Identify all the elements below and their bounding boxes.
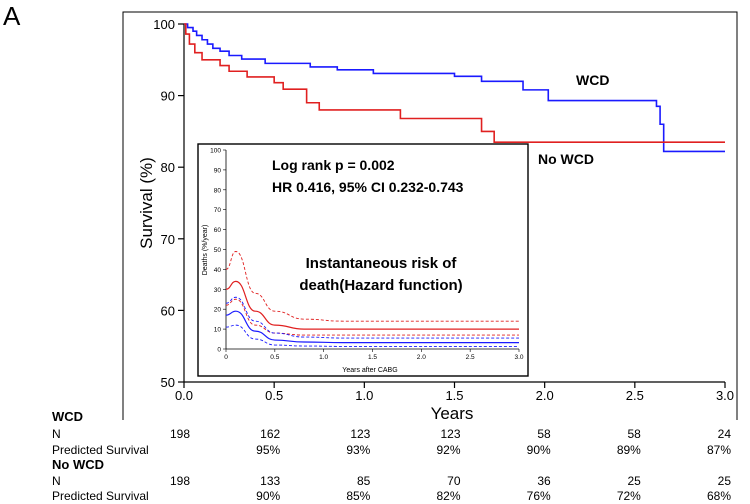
ps-value: 90%	[256, 489, 281, 503]
n-value: 133	[260, 474, 281, 488]
x-axis-label: Years	[431, 404, 474, 420]
plot-frame	[122, 11, 738, 420]
inset-x-tick-label: 1.5	[368, 354, 377, 361]
series-line-wcd	[184, 23, 725, 153]
n-value: 24	[717, 427, 731, 441]
n-value: 85	[356, 474, 371, 488]
inset-x-tick-label: 2.0	[417, 354, 426, 361]
n-value: 25	[717, 474, 731, 488]
inset-y-tick-label: 50	[214, 247, 222, 254]
inset-box	[197, 143, 529, 377]
y-tick-label: 70	[161, 232, 175, 247]
x-tick-label: 2.5	[626, 388, 644, 403]
n-label-nowcd: N	[52, 474, 61, 488]
x-tick-label: 0.5	[265, 388, 283, 403]
panel-label: A	[3, 1, 21, 31]
x-tick-label: 2.0	[536, 388, 554, 403]
hazard-line-1: Instantaneous risk of	[306, 255, 458, 272]
inset-line-wcd	[225, 310, 519, 344]
x-tick-label: 1.5	[445, 388, 463, 403]
n-value: 25	[627, 474, 641, 488]
hazard-line-2: death(Hazard function)	[299, 277, 462, 294]
n-value: 123	[440, 427, 461, 441]
inset-axes: 0 10 20 30 40 50 60 70 80 90 100 0 0.5 1.0 1.5 2.0 2.5 3.…	[210, 148, 524, 362]
ps-value: 87%	[706, 443, 731, 457]
inset-y-label: Deaths (%/year)	[202, 225, 209, 276]
ps-value: 76%	[526, 489, 551, 503]
legend-label-nowcd: No WCD	[538, 151, 594, 167]
stats-line-1: Log rank p = 0.002	[272, 157, 395, 173]
n-label-wcd: N	[52, 427, 61, 441]
inset-y-tick-label: 30	[214, 287, 222, 294]
inset-y-tick-label: 40	[214, 267, 222, 274]
x-tick-label: 1.0	[355, 388, 373, 403]
ps-value: 68%	[706, 489, 731, 503]
inset-y-tick-label: 70	[214, 207, 222, 214]
inset-y-tick-label: 90	[214, 167, 222, 174]
inset-series	[225, 251, 519, 347]
inset-x-tick-label: 1.0	[319, 354, 328, 361]
n-value: 198	[169, 427, 190, 441]
ps-value: 90%	[526, 443, 551, 457]
y-tick-label: 80	[161, 160, 175, 175]
y-tick-label: 50	[161, 375, 175, 390]
group-label-wcd: WCD	[52, 409, 84, 424]
ps-value: 92%	[436, 443, 461, 457]
y-tick-label: 100	[153, 17, 175, 32]
x-ticks: 0.0 0.5 1.0 1.5 2.0 2.5 3.0	[175, 382, 734, 403]
legend-label-wcd: WCD	[576, 72, 609, 88]
n-value: 70	[447, 474, 461, 488]
n-value: 36	[537, 474, 551, 488]
n-value: 58	[537, 427, 551, 441]
inset-line-no-wcd-upper	[225, 251, 519, 322]
inset-y-tick-label: 80	[214, 187, 222, 194]
ps-value: 82%	[436, 489, 461, 503]
ps-value: 85%	[346, 489, 371, 503]
series-line-no-wcd	[184, 23, 725, 143]
n-value: 162	[260, 427, 281, 441]
inset-y-tick-label: 100	[210, 148, 221, 155]
x-tick-label: 0.0	[175, 388, 193, 403]
x-tick-label: 3.0	[716, 388, 734, 403]
y-tick-label: 60	[161, 303, 175, 318]
n-value: 198	[169, 474, 190, 488]
ps-value: 95%	[256, 443, 281, 457]
n-value: 123	[350, 427, 371, 441]
inset-line-no-wcd	[225, 280, 519, 330]
inset-line-wcd-lower	[225, 324, 519, 347]
series-layer	[184, 23, 725, 153]
inset-line-wcd-upper	[225, 296, 519, 339]
group-label-nowcd: No WCD	[52, 457, 104, 472]
inset-y-tick-label: 0	[217, 347, 221, 354]
inset-x-tick-label: 0	[224, 354, 228, 361]
y-ticks: 50 60 70 80 90 100	[153, 17, 184, 390]
ps-value: 72%	[616, 489, 641, 503]
stats-line-2: HR 0.416, 95% CI 0.232-0.743	[272, 179, 464, 195]
inset-x-tick-label: 3.0	[514, 354, 523, 361]
inset-x-tick-label: 2.5	[466, 354, 475, 361]
inset-y-tick-label: 10	[214, 327, 222, 334]
ps-label-wcd: Predicted Survival	[52, 443, 149, 457]
y-axis-label: Survival (%)	[137, 157, 156, 249]
y-tick-label: 90	[161, 89, 175, 104]
ps-label-nowcd: Predicted Survival	[52, 489, 149, 503]
inset-x-label: Years after CABG	[342, 367, 397, 374]
inset-y-tick-label: 60	[214, 227, 222, 234]
inset-y-tick-label: 20	[214, 307, 222, 314]
ps-value: 93%	[346, 443, 371, 457]
inset-x-tick-label: 0.5	[270, 354, 279, 361]
n-value: 58	[627, 427, 641, 441]
ps-value: 89%	[616, 443, 641, 457]
